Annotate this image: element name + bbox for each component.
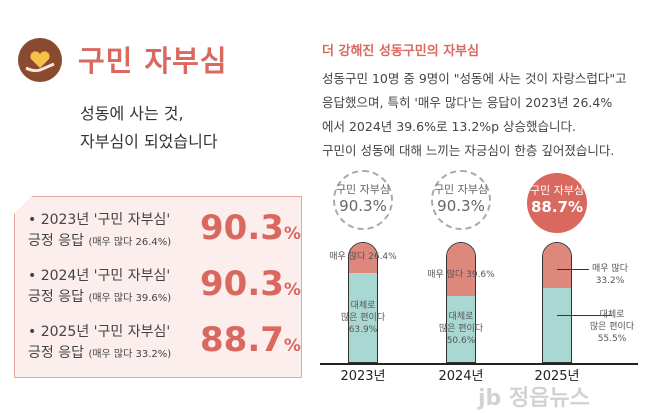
bar-2023년: [348, 242, 378, 363]
unit: %: [283, 336, 301, 356]
total-label: 구민 자부심: [433, 183, 489, 196]
total-circle: 구민 자부심 90.3%: [431, 170, 491, 230]
bar-segment-very-much: [543, 243, 571, 289]
summary-row-title: • 2025년 '구민 자부심': [28, 324, 171, 340]
year-label: 2024년: [438, 369, 484, 384]
leader-line: [557, 269, 589, 270]
leader-line: [557, 315, 612, 316]
label-mostly-line: 대체로: [599, 310, 625, 320]
summary-row-subtitle: 긍정 응답 (매우 많다 26.4%): [28, 231, 198, 253]
label: 긍정 응답: [28, 233, 84, 249]
bar-segment-mostly: [543, 288, 571, 362]
label-mostly-line: 대체로: [350, 300, 376, 311]
bar-2025년: [542, 242, 572, 363]
summary-row-subtitle: 긍정 응답 (매우 많다 33.2%): [28, 343, 198, 365]
paragraph-line: 성동구민 10명 중 9명이 "성동에 사는 것이 자랑스럽다"고: [322, 71, 627, 86]
section-heading: 더 강해진 성동구민의 자부심: [322, 44, 480, 59]
bar-segment-very-much: [349, 243, 377, 274]
paragraph-line: 구민이 성동에 대해 느끼는 자긍심이 한층 깊어졌습니다.: [322, 143, 615, 158]
detail: (매우 많다 26.4%): [88, 237, 172, 248]
summary-value: 90.3%: [200, 208, 301, 248]
unit: %: [283, 280, 301, 300]
paragraph-line: 에서 2024년 39.6%로 13.2%p 상승했습니다.: [322, 119, 577, 134]
subtitle-line: 성동에 사는 것,: [80, 104, 184, 123]
subtitle-line: 자부심이 되었습니다: [80, 132, 218, 151]
total-value: 90.3%: [339, 197, 387, 215]
label: 긍정 응답: [28, 289, 84, 305]
bar-segment-mostly: [349, 273, 377, 362]
bar-segment-very-much: [447, 243, 475, 297]
paragraph-line: 응답했으며, 특히 '매우 많다'는 응답이 2023년 26.4%: [322, 95, 613, 110]
summary-card: [14, 196, 302, 378]
total-circle: 구민 자부심 88.7%: [527, 173, 587, 233]
heart-hand-icon: [18, 38, 62, 82]
label-very-much: 매우 많다 39.6%: [427, 269, 495, 280]
label-very-much: 매우 많다 33.2%: [592, 264, 628, 286]
summary-row-title: • 2024년 '구민 자부심': [28, 268, 171, 284]
value: 90.3: [200, 208, 284, 248]
detail: (매우 많다 33.2%): [88, 349, 172, 360]
total-value: 90.3%: [437, 197, 485, 215]
detail: (매우 많다 39.6%): [88, 293, 172, 304]
total-value: 88.7%: [530, 198, 584, 216]
summary-row-subtitle: 긍정 응답 (매우 많다 39.6%): [28, 287, 198, 309]
year-label: 2023년: [340, 369, 386, 384]
label-mostly-line: 많은 편이다: [340, 312, 386, 323]
summary-value: 90.3%: [200, 264, 301, 304]
bar-segment-mostly: [447, 296, 475, 362]
label-mostly-value: 63.9%: [348, 324, 378, 335]
total-label: 구민 자부심: [335, 183, 391, 196]
label: 긍정 응답: [28, 345, 84, 361]
page-title: 구민 자부심: [78, 44, 228, 78]
total-circle: 구민 자부심 90.3%: [333, 170, 393, 230]
label-mostly-value: 50.6%: [446, 336, 476, 347]
bar-2024년: [446, 242, 476, 363]
label-very-much: 매우 많다 26.4%: [329, 252, 397, 263]
value: 90.3: [200, 264, 284, 304]
total-label: 구민 자부심: [529, 184, 585, 197]
summary-value: 88.7%: [200, 320, 301, 360]
label-mostly-line: 많은 편이다: [438, 324, 484, 335]
baseline: [320, 363, 638, 365]
label-mostly-line: 대체로: [448, 312, 474, 323]
year-label: 2025년: [534, 369, 580, 384]
label-mostly-line: 많은 편이다: [589, 322, 635, 332]
label-mostly-value: 55.5%: [597, 334, 627, 344]
watermark: jb 정읍뉴스: [478, 386, 590, 411]
unit: %: [283, 224, 301, 244]
value: 88.7: [200, 320, 284, 360]
summary-row-title: • 2023년 '구민 자부심': [28, 212, 171, 228]
